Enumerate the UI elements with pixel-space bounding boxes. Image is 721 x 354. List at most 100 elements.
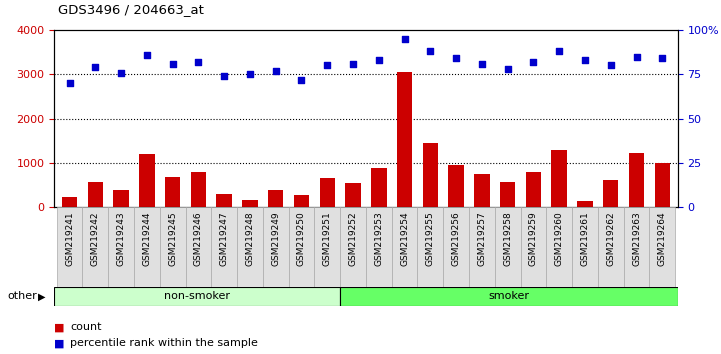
Text: GSM219253: GSM219253: [374, 211, 384, 266]
Point: [554, 48, 565, 54]
Point: [244, 72, 256, 77]
Bar: [629, 153, 645, 207]
Text: GSM219262: GSM219262: [606, 211, 615, 266]
Point: [322, 63, 333, 68]
Bar: [134, 207, 160, 287]
Text: non-smoker: non-smoker: [164, 291, 230, 302]
Bar: [624, 207, 650, 287]
Point: [502, 66, 513, 72]
Bar: [345, 183, 360, 207]
Bar: [495, 207, 521, 287]
Text: GSM219244: GSM219244: [142, 211, 151, 266]
Text: GSM219263: GSM219263: [632, 211, 641, 266]
Bar: [603, 180, 619, 207]
Bar: [314, 207, 340, 287]
Point: [270, 68, 281, 74]
Bar: [397, 72, 412, 207]
Point: [218, 73, 230, 79]
Bar: [237, 207, 263, 287]
Bar: [190, 172, 206, 207]
Bar: [82, 207, 108, 287]
Text: count: count: [70, 322, 102, 332]
Point: [373, 57, 384, 63]
Bar: [268, 190, 283, 207]
Text: ■: ■: [54, 322, 65, 332]
Bar: [371, 168, 386, 207]
Text: GSM219264: GSM219264: [658, 211, 667, 266]
Point: [476, 61, 487, 67]
Text: GSM219254: GSM219254: [400, 211, 409, 266]
Text: GSM219256: GSM219256: [451, 211, 461, 266]
Bar: [216, 194, 232, 207]
Bar: [57, 207, 82, 287]
Point: [296, 77, 307, 82]
Bar: [242, 200, 257, 207]
Bar: [139, 154, 154, 207]
Bar: [366, 207, 392, 287]
Bar: [443, 207, 469, 287]
Text: GDS3496 / 204663_at: GDS3496 / 204663_at: [58, 3, 203, 16]
Bar: [160, 207, 185, 287]
Bar: [474, 175, 490, 207]
Text: other: other: [7, 291, 37, 302]
Bar: [113, 190, 129, 207]
Bar: [572, 207, 598, 287]
Point: [425, 48, 436, 54]
Text: GSM219246: GSM219246: [194, 211, 203, 266]
Point: [528, 59, 539, 65]
Text: GSM219255: GSM219255: [426, 211, 435, 266]
Bar: [319, 178, 335, 207]
Bar: [500, 182, 516, 207]
Bar: [469, 207, 495, 287]
Bar: [165, 177, 180, 207]
Text: GSM219259: GSM219259: [529, 211, 538, 266]
Text: GSM219241: GSM219241: [65, 211, 74, 266]
Text: GSM219245: GSM219245: [168, 211, 177, 266]
Bar: [655, 163, 670, 207]
Point: [115, 70, 127, 75]
Text: GSM219252: GSM219252: [348, 211, 358, 266]
Bar: [423, 143, 438, 207]
Point: [605, 63, 616, 68]
Point: [348, 61, 359, 67]
Point: [89, 64, 101, 70]
Bar: [185, 207, 211, 287]
Point: [451, 56, 462, 61]
Bar: [87, 182, 103, 207]
Point: [399, 36, 410, 42]
Text: GSM219250: GSM219250: [297, 211, 306, 266]
Bar: [650, 207, 675, 287]
Bar: [417, 207, 443, 287]
Text: GSM219242: GSM219242: [91, 211, 99, 266]
Bar: [263, 207, 288, 287]
Text: ▶: ▶: [38, 291, 45, 302]
Text: GSM219251: GSM219251: [323, 211, 332, 266]
Point: [167, 61, 178, 67]
Point: [63, 80, 75, 86]
Text: ■: ■: [54, 338, 65, 348]
Text: percentile rank within the sample: percentile rank within the sample: [70, 338, 258, 348]
Bar: [526, 172, 541, 207]
Bar: [552, 149, 567, 207]
Text: GSM219261: GSM219261: [580, 211, 590, 266]
Point: [579, 57, 590, 63]
Point: [657, 56, 668, 61]
Point: [141, 52, 153, 58]
Text: smoker: smoker: [488, 291, 529, 302]
Text: GSM219249: GSM219249: [271, 211, 280, 266]
Bar: [288, 207, 314, 287]
Bar: [211, 207, 237, 287]
Text: GSM219257: GSM219257: [477, 211, 487, 266]
Text: GSM219243: GSM219243: [117, 211, 125, 266]
Text: GSM219260: GSM219260: [554, 211, 564, 266]
Bar: [62, 197, 77, 207]
Bar: [547, 207, 572, 287]
Bar: [340, 207, 366, 287]
Bar: [578, 201, 593, 207]
Text: GSM219247: GSM219247: [220, 211, 229, 266]
Point: [631, 54, 642, 59]
Bar: [448, 165, 464, 207]
Bar: [108, 207, 134, 287]
Bar: [340, 287, 678, 306]
Text: GSM219258: GSM219258: [503, 211, 512, 266]
